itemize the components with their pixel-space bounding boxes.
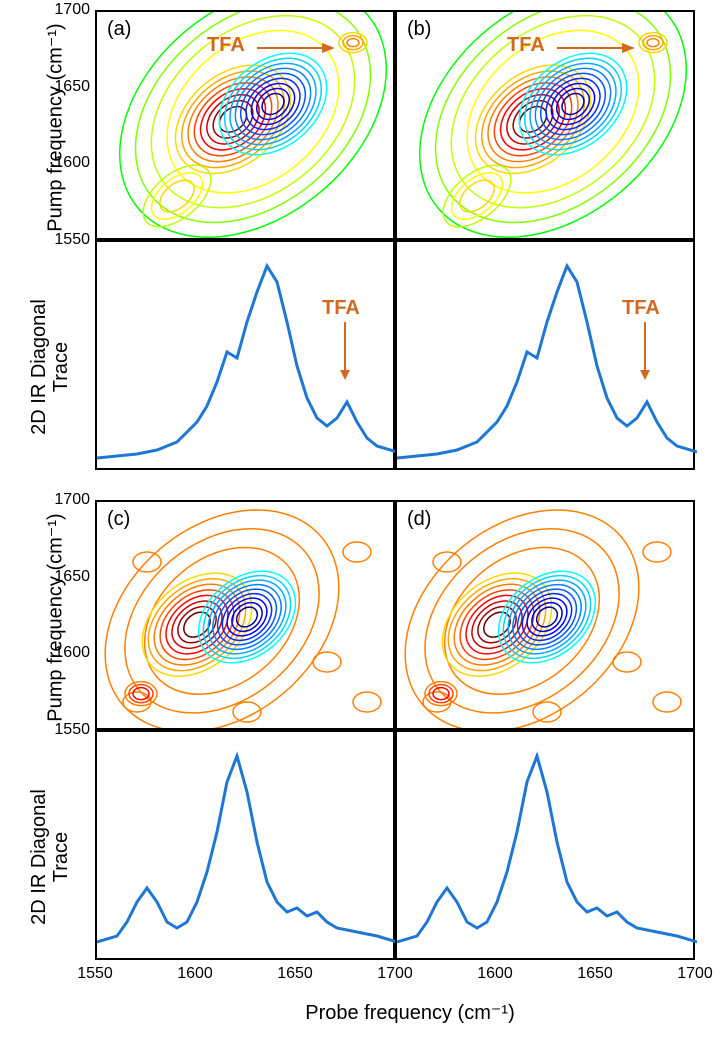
panel-d-contour: (d) [395,500,695,730]
tick-x: 1700 [377,965,413,983]
tick-y: 1600 [50,644,90,662]
ylabel-trace-row2: 2D IR Diagonal Trace [28,267,72,467]
tfa-arrow-b [557,40,637,56]
figure-root: Pump frequency (cm⁻¹) 2D IR Diagonal Tra… [0,0,726,1050]
ylabel-pump-row3: Pump frequency (cm⁻¹) [43,503,68,733]
tick-x: 1650 [277,965,313,983]
panel-a-label: (a) [107,18,131,41]
panel-a-contour: (a) TFA [95,10,395,240]
contour-d-svg [397,502,695,730]
tick-y: 1550 [50,721,90,739]
tick-x: 1550 [77,965,113,983]
ylabel-trace-row4: 2D IR Diagonal Trace [28,757,72,957]
trace-d-svg [397,732,697,962]
trace-label-line1b: 2D IR Diagonal [28,789,50,925]
trace-c-svg [97,732,397,962]
panel-b-trace: TFA [395,240,695,470]
tfa-label-a: TFA [207,34,245,57]
tick-y: 1700 [50,1,90,19]
xlabel-probe: Probe frequency (cm⁻¹) [260,1000,560,1025]
panel-b-contour: (b) TFA [395,10,695,240]
tick-x: 1700 [677,965,713,983]
tick-y: 1550 [50,231,90,249]
panel-a-trace: TFA [95,240,395,470]
tfa-arrow-trace-a [337,322,353,382]
panel-b-label: (b) [407,18,431,41]
tfa-label-b: TFA [507,34,545,57]
tick-y: 1650 [50,568,90,586]
tick-y: 1700 [50,491,90,509]
panel-d-trace [395,730,695,960]
panel-c-contour: (c) [95,500,395,730]
tick-y: 1600 [50,154,90,172]
tick-y: 1650 [50,78,90,96]
contour-b-svg [397,12,695,240]
panel-c-label: (c) [107,508,130,531]
tick-x: 1600 [177,965,213,983]
panel-c-trace [95,730,395,960]
tfa-label-trace-b: TFA [622,297,660,320]
trace-label-line2: Trace [50,342,72,392]
trace-label-line2b: Trace [50,832,72,882]
tick-x: 1650 [577,965,613,983]
contour-c-svg [97,502,395,730]
tfa-arrow-trace-b [637,322,653,382]
tfa-arrow-a [257,40,337,56]
tick-x: 1600 [477,965,513,983]
ylabel-pump-row1: Pump frequency (cm⁻¹) [43,13,68,243]
trace-label-line1: 2D IR Diagonal [28,299,50,435]
panel-d-label: (d) [407,508,431,531]
contour-a-svg [97,12,395,240]
tfa-label-trace-a: TFA [322,297,360,320]
